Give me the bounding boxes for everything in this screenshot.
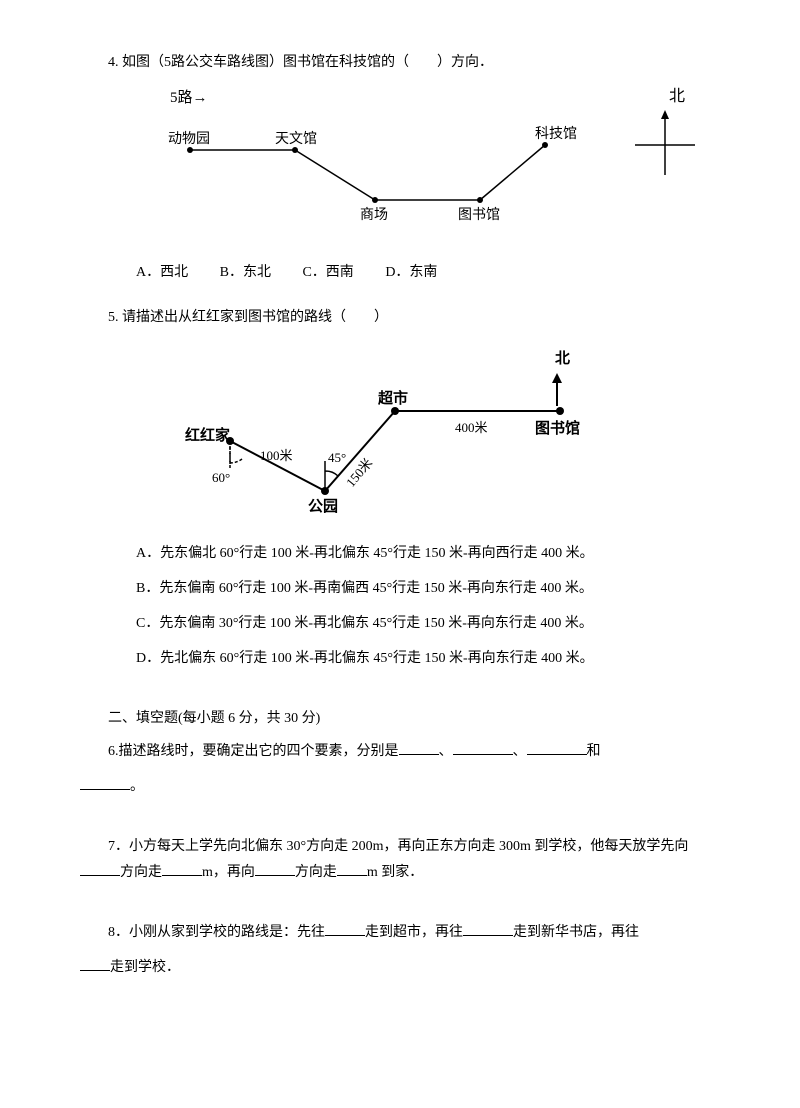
label-60deg: 60° — [212, 466, 230, 489]
q6-body-a: 描述路线时，要确定出它的四个要素，分别是 — [119, 744, 399, 759]
q5-options: A．先东偏北 60°行走 100 米-再北偏东 45°行走 150 米-再向西行… — [136, 536, 720, 676]
node-park: 公园 — [308, 494, 338, 521]
q7-c: m，再向 — [202, 865, 255, 880]
blank — [255, 862, 295, 876]
q8-text: 8．小刚从家到学校的路线是：先往 走到超市，再往 走到新华书店，再往 — [80, 920, 720, 945]
q5-opt-b: B．先东偏南 60°行走 100 米-再南偏西 45°行走 150 米-再向东行… — [136, 571, 720, 606]
q4-opt-b: B．东北 — [220, 265, 271, 280]
blank — [80, 862, 120, 876]
node-market: 超市 — [378, 386, 408, 413]
q7-e: m 到家． — [367, 865, 423, 880]
q5-body: 请描述出从红红家到图书馆的路线（ ） — [122, 310, 388, 325]
q4-text: 4. 如图（5路公交车路线图）图书馆在科技馆的（ ）方向． — [80, 50, 720, 75]
q4-body: 如图（5路公交车路线图）图书馆在科技馆的（ ）方向． — [122, 55, 493, 70]
blank — [80, 776, 130, 790]
blank — [162, 862, 202, 876]
label-45deg: 45° — [328, 446, 346, 469]
node-planetarium: 天文馆 — [275, 127, 317, 152]
q7-number: 7． — [108, 839, 129, 854]
q6-number: 6. — [108, 744, 119, 759]
blank — [463, 922, 513, 936]
q8-number: 8． — [108, 925, 129, 940]
q7-d: 方向走 — [295, 865, 337, 880]
q4-figure: 5路→ 动物园 天文馆 商场 图书馆 科技馆 北 — [140, 85, 700, 245]
q4-options: A．西北 B．东北 C．西南 D．东南 — [136, 260, 720, 285]
q5-opt-c: C．先东偏南 30°行走 100 米-再北偏东 45°行走 150 米-再向东行… — [136, 606, 720, 641]
q8-c: 走到新华书店，再往 — [513, 925, 639, 940]
q5-figure: 北 红红家 公园 超市 图书馆 60° 100米 45° 150米 400米 — [180, 341, 620, 521]
label-100m: 100米 — [260, 444, 293, 467]
q4-opt-d: D．东南 — [385, 265, 437, 280]
q5-text: 5. 请描述出从红红家到图书馆的路线（ ） — [80, 305, 720, 330]
north-label: 北 — [669, 83, 685, 112]
q8-cont: 走到学校． — [80, 955, 720, 980]
node-library: 图书馆 — [458, 203, 500, 228]
node-science: 科技馆 — [535, 122, 577, 147]
node-library: 图书馆 — [535, 416, 580, 443]
q8-d: 走到学校． — [110, 960, 180, 975]
label-400m: 400米 — [455, 416, 488, 439]
q6-period: 。 — [130, 779, 144, 794]
compass-icon — [630, 105, 700, 185]
blank — [325, 922, 365, 936]
q5-opt-a: A．先东偏北 60°行走 100 米-再北偏东 45°行走 150 米-再向西行… — [136, 536, 720, 571]
node-home: 红红家 — [185, 423, 230, 450]
node-mall: 商场 — [360, 203, 388, 228]
blank — [80, 957, 110, 971]
q6-and: 和 — [587, 744, 601, 759]
q7-text: 7．小方每天上学先向北偏东 30°方向走 200m，再向正东方向走 300m 到… — [80, 834, 720, 884]
blank — [453, 741, 513, 755]
q5-number: 5. — [108, 310, 119, 325]
q4-opt-c: C．西南 — [302, 265, 353, 280]
q8-b: 走到超市，再往 — [365, 925, 463, 940]
blank — [337, 862, 367, 876]
blank — [527, 741, 587, 755]
q8-a: 小刚从家到学校的路线是：先往 — [129, 925, 325, 940]
q4-number: 4. — [108, 55, 119, 70]
section2-title: 二、填空题(每小题 6 分，共 30 分) — [108, 706, 720, 731]
q6-text: 6.描述路线时，要确定出它的四个要素，分别是 、 、 和 — [80, 739, 720, 764]
q6-cont: 。 — [80, 774, 720, 799]
q7-b: 方向走 — [120, 865, 162, 880]
blank — [399, 741, 439, 755]
sep1: 、 — [439, 744, 453, 759]
sep2: 、 — [513, 744, 527, 759]
q4-opt-a: A．西北 — [136, 265, 188, 280]
node-zoo: 动物园 — [168, 127, 210, 152]
q5-opt-d: D．先北偏东 60°行走 100 米-再北偏东 45°行走 150 米-再向东行… — [136, 641, 720, 676]
q7-a: 小方每天上学先向北偏东 30°方向走 200m，再向正东方向走 300m 到学校… — [129, 839, 688, 854]
